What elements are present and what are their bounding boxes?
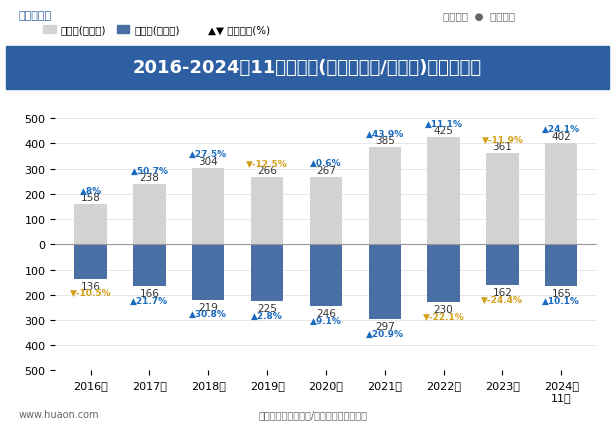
Text: ▲9.1%: ▲9.1% <box>310 316 342 325</box>
Text: ▲21.7%: ▲21.7% <box>130 296 169 305</box>
Text: 专业严谨  ●  客观科学: 专业严谨 ● 客观科学 <box>443 11 515 21</box>
Text: 230: 230 <box>434 305 453 315</box>
Text: ▼-24.4%: ▼-24.4% <box>482 295 523 304</box>
Bar <box>486 245 518 285</box>
Text: ▲2.8%: ▲2.8% <box>252 311 283 320</box>
Text: 385: 385 <box>375 136 395 146</box>
Bar <box>310 178 342 245</box>
Text: ▼-12.5%: ▼-12.5% <box>246 159 288 168</box>
Text: 225: 225 <box>257 303 277 314</box>
Bar <box>310 245 342 307</box>
Bar <box>251 245 284 302</box>
Text: ▲24.1%: ▲24.1% <box>542 125 581 134</box>
Text: ▲27.5%: ▲27.5% <box>189 150 228 158</box>
Text: 158: 158 <box>81 193 101 203</box>
Bar <box>545 245 577 286</box>
Bar <box>251 178 284 245</box>
Text: 246: 246 <box>316 309 336 319</box>
Text: ▲20.9%: ▲20.9% <box>366 329 404 338</box>
Bar <box>368 245 401 320</box>
Text: 136: 136 <box>81 281 101 291</box>
Text: ▲8%: ▲8% <box>79 187 101 196</box>
Bar <box>368 148 401 245</box>
Text: ▲0.6%: ▲0.6% <box>310 159 342 168</box>
Bar <box>427 138 460 245</box>
Legend: 出口额(亿美元), 进口额(亿美元), ▲▼ 同比增长(%): 出口额(亿美元), 进口额(亿美元), ▲▼ 同比增长(%) <box>39 21 274 40</box>
Text: ▼-22.1%: ▼-22.1% <box>423 312 464 321</box>
Text: 266: 266 <box>257 166 277 176</box>
Text: ▲50.7%: ▲50.7% <box>130 166 169 175</box>
Text: 402: 402 <box>552 132 571 141</box>
Text: 238: 238 <box>140 173 159 183</box>
Text: ▲43.9%: ▲43.9% <box>366 130 404 138</box>
Bar <box>427 245 460 302</box>
Text: ▲10.1%: ▲10.1% <box>542 296 580 305</box>
Text: 297: 297 <box>375 322 395 331</box>
Text: 2016-2024年11月陕西省(境内目的地/货源地)进、出口额: 2016-2024年11月陕西省(境内目的地/货源地)进、出口额 <box>133 59 482 77</box>
Text: 166: 166 <box>140 288 159 299</box>
Bar <box>192 168 224 245</box>
Bar <box>545 144 577 245</box>
Bar <box>192 245 224 300</box>
Text: ▲30.8%: ▲30.8% <box>189 309 227 318</box>
Text: 304: 304 <box>199 156 218 166</box>
Text: ▼-10.5%: ▼-10.5% <box>70 288 111 297</box>
Text: www.huaon.com: www.huaon.com <box>18 409 99 420</box>
Text: 425: 425 <box>434 126 453 136</box>
Text: 165: 165 <box>551 288 571 298</box>
Bar <box>486 154 518 245</box>
Text: 267: 267 <box>316 166 336 176</box>
Text: 数据来源：中国海关/华经产业研究院整理: 数据来源：中国海关/华经产业研究院整理 <box>258 409 367 420</box>
Bar <box>74 245 107 279</box>
Bar <box>133 185 165 245</box>
Text: 162: 162 <box>493 288 512 297</box>
Text: 华经情报网: 华经情报网 <box>18 11 52 21</box>
Text: ▲11.1%: ▲11.1% <box>424 119 462 128</box>
Text: ▼-11.9%: ▼-11.9% <box>482 135 523 144</box>
Bar <box>74 205 107 245</box>
Text: 219: 219 <box>199 302 218 312</box>
Bar <box>133 245 165 287</box>
Text: 361: 361 <box>493 142 512 152</box>
